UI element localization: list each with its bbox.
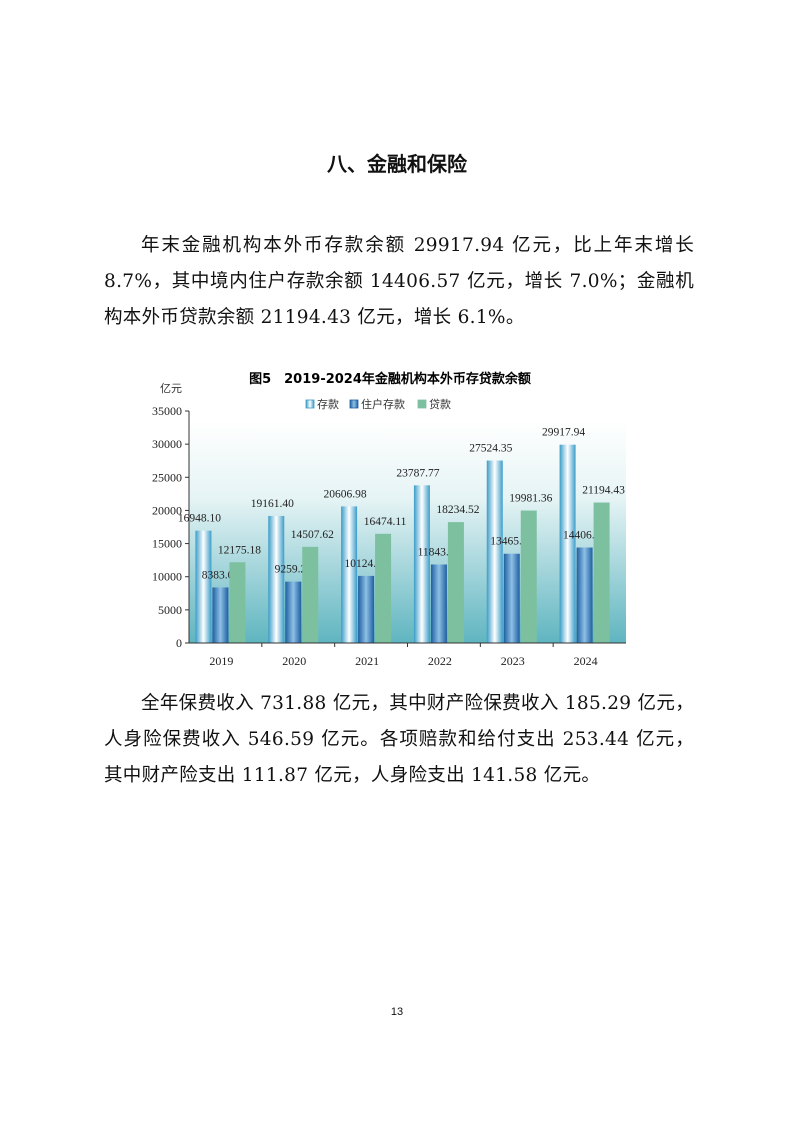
- bar-住户存款-2023: [503, 553, 520, 643]
- y-tick-label: 15000: [152, 537, 182, 551]
- y-tick-label: 0: [176, 636, 182, 650]
- bar-贷款-2024: [593, 502, 610, 643]
- bar-存款-2024: [559, 444, 576, 643]
- data-label: 16474.11: [364, 516, 407, 528]
- data-label: 18234.52: [436, 504, 479, 516]
- x-tick-label: 2023: [501, 654, 525, 665]
- data-label: 12175.18: [218, 544, 261, 556]
- plot-background: [189, 420, 626, 643]
- y-tick-label: 20000: [152, 503, 182, 517]
- data-label: 14507.62: [291, 529, 334, 541]
- y-axis-unit: 亿元: [160, 382, 182, 395]
- legend-swatch: [349, 399, 359, 409]
- bar-存款-2023: [486, 460, 503, 643]
- data-label: 23787.77: [396, 467, 439, 479]
- bar-存款-2021: [341, 506, 358, 643]
- bar-贷款-2023: [520, 510, 537, 643]
- x-tick-label: 2022: [428, 654, 452, 665]
- data-label: 16948.10: [178, 513, 221, 525]
- chart-title: 图5 2019-2024年金融机构本外币存贷款余额: [249, 371, 531, 387]
- data-label: 29917.94: [542, 427, 585, 439]
- y-tick-label: 30000: [152, 437, 182, 451]
- bar-住户存款-2019: [212, 587, 229, 643]
- x-tick-label: 2024: [574, 654, 598, 665]
- y-tick-label: 25000: [152, 470, 182, 484]
- x-tick-label: 2019: [209, 654, 233, 665]
- bar-住户存款-2020: [285, 581, 302, 643]
- bar-贷款-2020: [302, 546, 319, 643]
- data-label: 20606.98: [324, 488, 367, 500]
- paragraph-insurance: 全年保费收入 731.88 亿元，其中财产险保费收入 185.29 亿元，人身险…: [104, 693, 694, 786]
- page-number: 13: [390, 1006, 404, 1018]
- x-axis: 2019 2020 2021 2022 2023 2024: [189, 642, 626, 665]
- y-tick-label: 5000: [158, 603, 182, 617]
- data-label: 27524.35: [469, 443, 512, 455]
- legend-swatch: [305, 399, 315, 409]
- data-label: 21194.43: [582, 485, 625, 497]
- bar-存款-2020: [268, 515, 285, 643]
- y-axis: 0 5000 10000 15000 20000 25000 30000 35000: [152, 404, 190, 650]
- chart-legend: 存款 住户存款 贷款: [305, 397, 451, 411]
- bar-存款-2022: [413, 485, 430, 643]
- section-title: 八、金融和保险: [327, 152, 467, 176]
- legend-label: 存款: [317, 397, 339, 411]
- x-tick-label: 2021: [355, 654, 379, 665]
- y-tick-label: 35000: [152, 404, 182, 418]
- bar-贷款-2019: [229, 562, 246, 643]
- bars: 16948.108383.0312175.1819161.409259.2414…: [178, 427, 625, 643]
- x-tick-label: 2020: [282, 654, 306, 665]
- y-tick-label: 10000: [152, 570, 182, 584]
- legend-swatch: [417, 399, 427, 409]
- data-label: 19161.40: [251, 498, 294, 510]
- legend-label: 住户存款: [361, 397, 405, 411]
- data-label: 19981.36: [509, 493, 552, 505]
- deposit-loan-bar-chart: 图5 2019-2024年金融机构本外币存贷款余额 亿元 存款 住户存款 贷款 0 5…: [152, 371, 626, 665]
- bar-住户存款-2024: [576, 547, 593, 643]
- bar-贷款-2022: [447, 522, 464, 643]
- legend-label: 贷款: [429, 397, 451, 411]
- bar-存款-2019: [195, 530, 212, 643]
- bar-住户存款-2022: [430, 564, 447, 643]
- bar-住户存款-2021: [358, 575, 375, 643]
- bar-贷款-2021: [375, 533, 392, 643]
- paragraph-deposits-loans: 年末金融机构本外币存款余额 29917.94 亿元，比上年末增长 8.7%，其中…: [104, 235, 694, 328]
